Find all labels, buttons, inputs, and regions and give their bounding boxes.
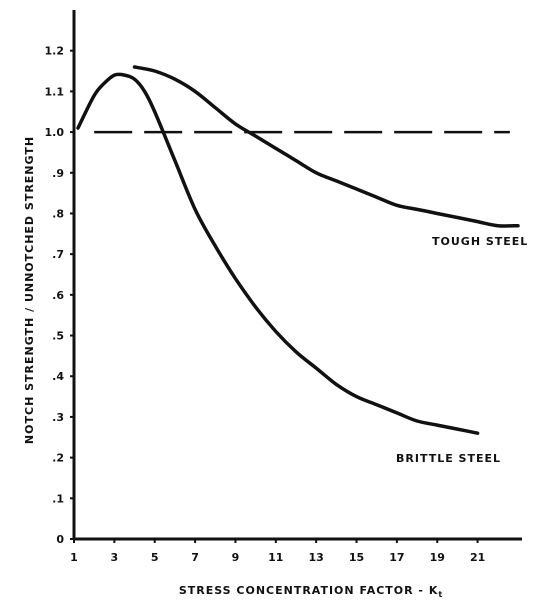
x-tick-label: 3	[111, 551, 119, 564]
series-line-brittle-steel	[76, 72, 480, 435]
x-tick-label: 13	[309, 551, 324, 564]
x-tick-label: 9	[232, 551, 240, 564]
series-label-brittle-steel: BRITTLE STEEL	[396, 452, 501, 465]
y-tick-label: .5	[52, 330, 64, 343]
y-tick-label: 1.0	[45, 126, 65, 139]
x-tick-label: 5	[151, 551, 159, 564]
x-tick-label: 7	[191, 551, 199, 564]
y-tick-label: .2	[52, 452, 64, 465]
x-tick-label: 19	[430, 551, 445, 564]
y-tick-label: 1.2	[45, 45, 65, 58]
x-tick-label: 15	[349, 551, 364, 564]
x-axis-title-text: STRESS CONCENTRATION FACTOR - K	[179, 584, 439, 597]
y-tick-label: .7	[52, 248, 64, 261]
y-tick-label: .9	[52, 167, 64, 180]
y-tick-label: .3	[52, 411, 64, 424]
series-line-tough-steel	[132, 65, 520, 228]
x-axis-title: STRESS CONCENTRATION FACTOR - Kt	[179, 584, 443, 599]
series-label-tough-steel: TOUGH STEEL	[432, 235, 528, 248]
y-tick-label: 0	[56, 533, 64, 546]
plot-area: 0.1.2.3.4.5.6.7.8.91.01.11.21 3 5 7 9 11 13 15 1…	[45, 10, 528, 564]
x-axis-title-subscript: t	[438, 590, 443, 599]
y-tick-label: 1.1	[45, 85, 65, 98]
x-tick-label: 21	[470, 551, 485, 564]
y-tick-label: .4	[52, 370, 64, 383]
x-tick-label: 11	[268, 551, 283, 564]
x-tick-label: 1	[70, 551, 78, 564]
y-tick-label: .1	[52, 492, 64, 505]
x-tick-label: 17	[389, 551, 404, 564]
y-tick-label: .6	[52, 289, 64, 302]
y-axis-title: NOTCH STRENGTH / UNNOTCHED STRENGTH	[23, 136, 36, 444]
y-tick-label: .8	[52, 207, 64, 220]
